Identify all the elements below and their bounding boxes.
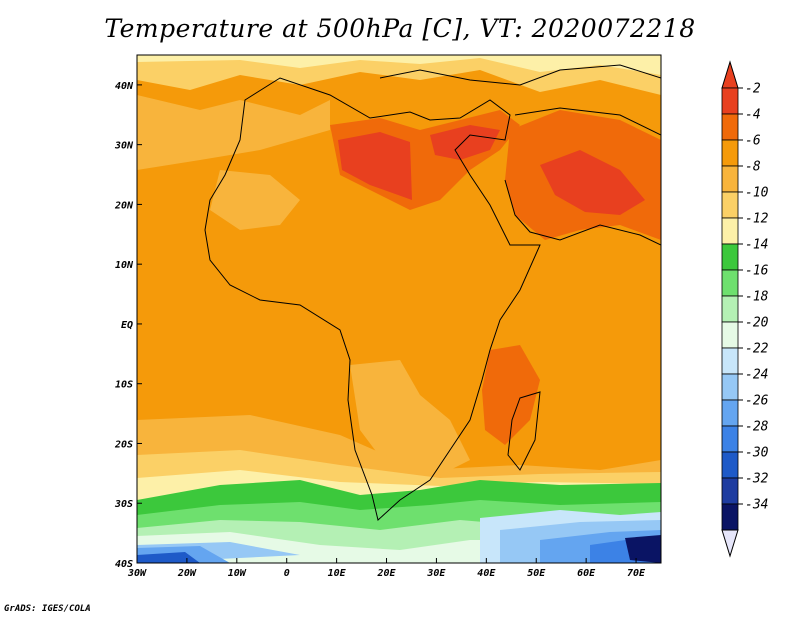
- colorbar-label: -30: [745, 446, 769, 461]
- colorbar-swatch: [721, 477, 739, 505]
- temperature-field: [137, 55, 661, 563]
- colorbar-swatch: [721, 451, 739, 479]
- colorbar-swatch: [721, 399, 739, 427]
- colorbar-label: -18: [745, 290, 769, 305]
- coastlines: [204, 64, 661, 521]
- lat-tick-label: 20S: [114, 439, 133, 450]
- field-libya-2: [338, 132, 412, 200]
- colorbar-label: -26: [745, 394, 769, 409]
- field-westafrica-8: [210, 170, 300, 230]
- lon-tick-label: 60E: [577, 568, 596, 579]
- lon-tick-label: 30W: [127, 568, 147, 579]
- field-north-12: [137, 55, 661, 75]
- lat-tick-label: 40S: [115, 559, 133, 570]
- colorbar-swatch: [721, 243, 739, 271]
- lon-tick-label: 40E: [477, 568, 496, 579]
- lon-tick-label: 50E: [527, 568, 546, 579]
- lat-tick-label: EQ: [121, 320, 133, 331]
- colorbar-swatch: [721, 373, 739, 401]
- colorbar-swatch: [721, 347, 739, 375]
- lat-tick-label: 40N: [115, 81, 134, 92]
- europe-coastline: [379, 64, 661, 86]
- map-border: [136, 54, 662, 564]
- africa-coastline: [204, 77, 541, 521]
- field-south-8: [350, 360, 470, 480]
- lat-tick-label: 10N: [115, 260, 134, 271]
- colorbar-bottom-arrow: [721, 529, 739, 558]
- colorbar-swatch: [721, 321, 739, 349]
- colorbar-swatch: [721, 295, 739, 323]
- grads-credit: GrADS: IGES/COLA: [4, 604, 91, 614]
- lon-tick-label: 20W: [177, 568, 197, 579]
- field-arabia-2: [540, 150, 645, 215]
- colorbar-label: -22: [745, 342, 769, 357]
- arabia-coastline: [504, 107, 661, 246]
- field-sw-30: [137, 552, 200, 563]
- colorbar-label: -4: [745, 108, 761, 123]
- lon-tick-label: 30E: [426, 568, 446, 579]
- colorbar-swatch: [721, 425, 739, 453]
- lon-tick-label: 10E: [328, 568, 347, 579]
- lat-tick-label: 30S: [114, 499, 133, 510]
- colorbar-swatch: [721, 113, 739, 141]
- field-egypt-2: [430, 125, 500, 160]
- madagascar-coastline: [507, 391, 541, 471]
- colorbar-swatch: [721, 269, 739, 297]
- colorbar-label: -2: [745, 82, 761, 97]
- colorbar-swatch: [721, 191, 739, 219]
- colorbar-label: -6: [745, 134, 761, 149]
- colorbar: -2 -4 -6 -8 -10 -12 -14 -16 -18 -20 -22 -24 -26 -28 -3…: [721, 60, 769, 558]
- latitude-axis: 40N 30N 20N 10N EQ 10S 20S 30S 40S: [114, 81, 142, 570]
- colorbar-label: -32: [745, 472, 769, 487]
- colorbar-label: -24: [745, 368, 768, 383]
- colorbar-label: -16: [745, 264, 769, 279]
- field-nw-8: [137, 95, 330, 170]
- lon-tick-label: 10W: [228, 568, 247, 579]
- longitude-axis: 30W 20W 10W 0 10E 20E 30E 40E 50E 60E 70E: [127, 558, 646, 579]
- colorbar-label: -20: [745, 316, 769, 331]
- colorbar-swatch: [721, 139, 739, 167]
- colorbar-label: -12: [745, 212, 769, 227]
- colorbar-label: -34: [745, 498, 768, 513]
- colorbar-swatch: [721, 87, 739, 115]
- colorbar-label: -28: [745, 420, 769, 435]
- field-eastafrica-4: [482, 345, 540, 445]
- colorbar-swatch: [721, 503, 739, 531]
- colorbar-swatch: [721, 217, 739, 245]
- lon-tick-label: 70E: [627, 568, 646, 579]
- colorbar-label: -14: [745, 238, 768, 253]
- field-se-34: [625, 535, 661, 563]
- colorbar-label: -10: [745, 186, 769, 201]
- lat-tick-label: 30N: [114, 141, 134, 152]
- lat-tick-label: 20N: [114, 200, 134, 211]
- colorbar-swatch: [721, 165, 739, 193]
- colorbar-label: -8: [745, 160, 761, 175]
- lon-tick-label: 0: [284, 568, 290, 579]
- lat-tick-label: 10S: [115, 380, 133, 391]
- colorbar-top-arrow: [721, 60, 739, 89]
- lon-tick-label: 20E: [376, 568, 396, 579]
- chart-title: Temperature at 500hPa [C], VT: 202007221…: [104, 14, 696, 43]
